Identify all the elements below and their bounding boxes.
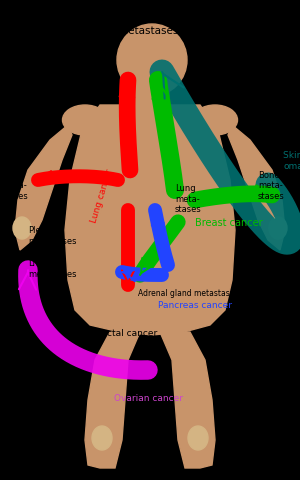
Ellipse shape bbox=[13, 217, 31, 240]
Polygon shape bbox=[15, 126, 72, 251]
Ellipse shape bbox=[193, 106, 238, 136]
FancyBboxPatch shape bbox=[135, 69, 169, 108]
Polygon shape bbox=[85, 332, 140, 468]
Ellipse shape bbox=[188, 426, 208, 450]
Text: Lung
meta-
stases: Lung meta- stases bbox=[175, 184, 202, 214]
Ellipse shape bbox=[92, 426, 112, 450]
Text: Bone
meta-
stases: Bone meta- stases bbox=[2, 171, 29, 201]
Text: Brain
metastases: Brain metastases bbox=[118, 14, 178, 36]
Text: Colorectal cancer: Colorectal cancer bbox=[78, 328, 158, 337]
Text: Skin melan-
oma: Skin melan- oma bbox=[283, 151, 300, 170]
Polygon shape bbox=[160, 332, 215, 468]
Polygon shape bbox=[228, 126, 285, 251]
Text: Lung cancer: Lung cancer bbox=[90, 168, 114, 224]
Polygon shape bbox=[65, 106, 235, 336]
Text: Pleura
metastases: Pleura metastases bbox=[28, 226, 76, 245]
Text: Ovarian cancer: Ovarian cancer bbox=[113, 394, 182, 403]
Text: Pancreas cancer: Pancreas cancer bbox=[158, 301, 232, 310]
Text: Bone
meta-
stases: Bone meta- stases bbox=[258, 171, 285, 201]
Ellipse shape bbox=[269, 217, 287, 240]
Text: Liver
metastases: Liver metastases bbox=[28, 259, 76, 278]
Text: Adrenal gland metastases: Adrenal gland metastases bbox=[138, 288, 238, 297]
Text: Breast cancer: Breast cancer bbox=[195, 217, 262, 228]
Ellipse shape bbox=[62, 106, 107, 136]
Ellipse shape bbox=[117, 25, 187, 97]
